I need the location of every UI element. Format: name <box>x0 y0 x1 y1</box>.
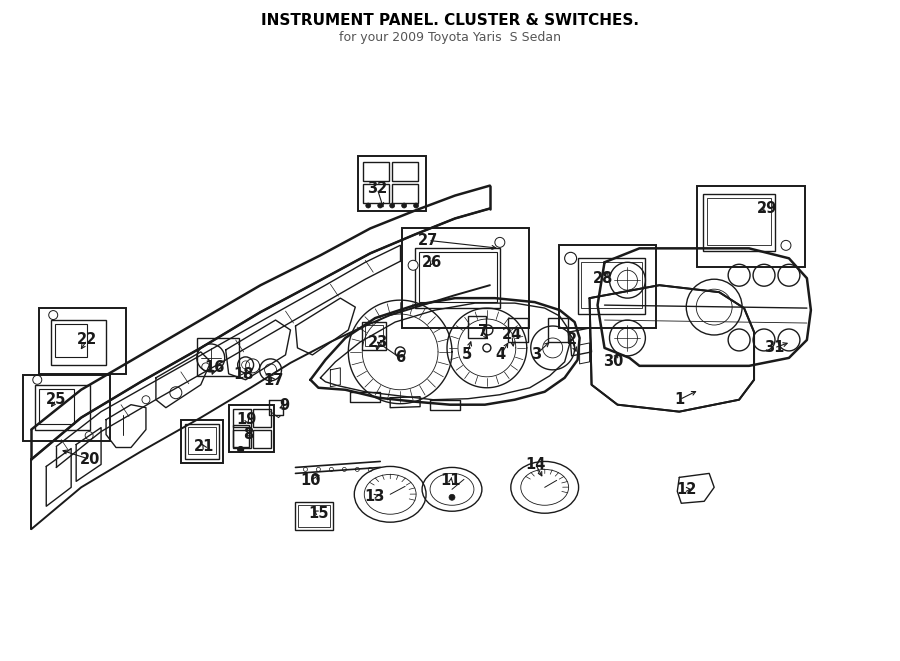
Bar <box>299 505 330 527</box>
Bar <box>703 194 775 251</box>
Bar <box>707 198 771 245</box>
Text: 13: 13 <box>364 488 384 504</box>
Bar <box>559 245 656 328</box>
Circle shape <box>365 203 371 208</box>
Text: 12: 12 <box>676 482 697 497</box>
Bar <box>253 430 271 447</box>
Bar <box>229 405 274 453</box>
Bar <box>363 322 386 350</box>
Bar <box>233 424 248 447</box>
Bar <box>188 426 216 455</box>
Text: 16: 16 <box>204 360 225 375</box>
Text: 25: 25 <box>46 392 67 407</box>
Text: 17: 17 <box>264 373 284 388</box>
Circle shape <box>449 494 455 500</box>
Text: 28: 28 <box>593 271 614 286</box>
Text: 15: 15 <box>308 506 328 521</box>
Bar <box>40 389 74 424</box>
Text: 4: 4 <box>496 348 506 362</box>
Bar <box>233 408 250 426</box>
Bar <box>295 502 333 530</box>
Circle shape <box>408 260 418 270</box>
Text: 30: 30 <box>603 354 624 369</box>
Bar <box>468 316 486 338</box>
Bar <box>508 318 527 342</box>
Text: 22: 22 <box>77 332 97 348</box>
Text: 2: 2 <box>567 332 577 348</box>
Bar <box>698 186 805 267</box>
Text: 20: 20 <box>80 452 100 467</box>
Circle shape <box>401 203 407 208</box>
Text: 11: 11 <box>441 473 461 488</box>
Circle shape <box>378 203 382 208</box>
Text: 7: 7 <box>478 325 488 340</box>
Circle shape <box>781 241 791 251</box>
Text: 24: 24 <box>501 327 522 342</box>
Text: 1: 1 <box>674 392 684 407</box>
Bar <box>23 375 110 440</box>
Bar <box>55 324 87 357</box>
Bar <box>358 156 426 210</box>
Bar <box>392 184 418 202</box>
Bar <box>578 258 645 314</box>
Bar <box>197 338 238 376</box>
Text: 6: 6 <box>395 350 405 366</box>
Bar <box>35 385 90 430</box>
Bar <box>51 320 106 365</box>
Bar <box>548 318 568 342</box>
Text: 3: 3 <box>531 348 541 362</box>
Circle shape <box>390 203 395 208</box>
Bar <box>233 430 250 447</box>
Text: 26: 26 <box>422 254 442 270</box>
Text: 18: 18 <box>233 368 254 382</box>
Bar <box>365 325 383 346</box>
Bar <box>419 253 497 302</box>
Text: 23: 23 <box>368 335 388 350</box>
Polygon shape <box>590 285 754 412</box>
Bar <box>580 262 643 308</box>
Text: 27: 27 <box>418 233 438 248</box>
Text: 14: 14 <box>526 457 546 472</box>
Bar <box>181 420 222 463</box>
Bar <box>415 249 500 308</box>
Text: 8: 8 <box>244 427 254 442</box>
Bar <box>392 162 418 180</box>
Bar <box>40 308 126 374</box>
Text: for your 2009 Toyota Yaris  S Sedan: for your 2009 Toyota Yaris S Sedan <box>339 31 561 44</box>
Bar <box>364 162 389 180</box>
Text: 5: 5 <box>462 348 472 362</box>
Circle shape <box>414 203 418 208</box>
Bar <box>364 184 389 202</box>
Text: 29: 29 <box>757 201 777 216</box>
Bar <box>253 408 271 426</box>
Circle shape <box>495 237 505 247</box>
Bar <box>402 229 529 328</box>
Text: 19: 19 <box>237 412 256 427</box>
Text: INSTRUMENT PANEL. CLUSTER & SWITCHES.: INSTRUMENT PANEL. CLUSTER & SWITCHES. <box>261 13 639 28</box>
Text: 32: 32 <box>367 181 387 196</box>
Circle shape <box>238 447 244 453</box>
Text: 9: 9 <box>279 398 290 413</box>
Text: 21: 21 <box>194 439 214 454</box>
Bar <box>184 424 219 459</box>
Text: 10: 10 <box>301 473 320 488</box>
Text: 31: 31 <box>764 340 784 356</box>
